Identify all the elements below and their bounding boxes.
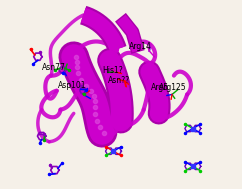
Text: Arg125: Arg125: [159, 83, 187, 92]
Text: Asp101: Asp101: [58, 81, 86, 91]
Text: His1?: His1?: [102, 66, 123, 75]
Text: Asn??: Asn??: [108, 76, 130, 85]
Text: Asn77: Asn77: [42, 63, 66, 72]
Text: Arg14: Arg14: [129, 42, 152, 51]
Text: Arg5: Arg5: [151, 83, 169, 92]
